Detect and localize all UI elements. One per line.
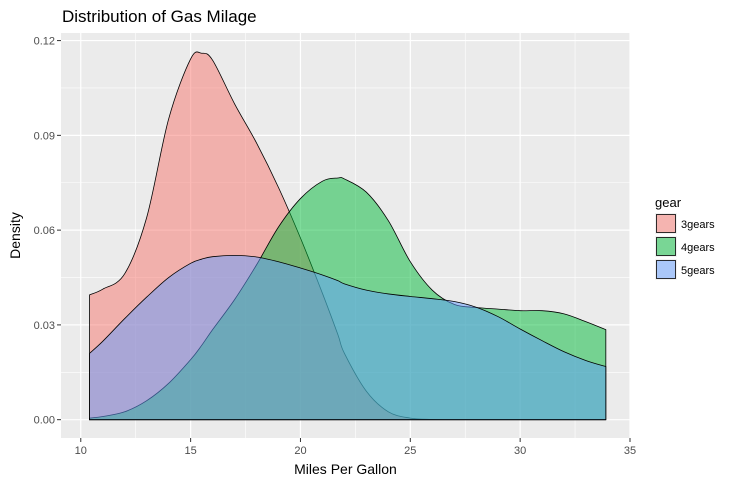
- y-tick-label: 0.06: [34, 225, 55, 237]
- y-tick-label: 0.09: [34, 130, 55, 142]
- y-tick-label: 0.12: [34, 36, 55, 48]
- legend-swatch-4gears: [656, 237, 676, 256]
- x-axis: 10 15 20 25 30 35: [75, 438, 636, 457]
- y-axis: 0.00 0.03 0.06 0.09 0.12: [34, 36, 61, 427]
- y-tick-label: 0.03: [34, 320, 55, 332]
- x-tick-label: 15: [184, 445, 196, 457]
- legend-label: 5gears: [681, 265, 715, 277]
- legend: gear 3gears 4gears 5gears: [655, 195, 715, 280]
- legend-label: 3gears: [681, 219, 715, 231]
- legend-label: 4gears: [681, 242, 715, 254]
- x-tick-label: 20: [294, 445, 306, 457]
- x-tick-label: 30: [514, 445, 526, 457]
- chart-title: Distribution of Gas Milage: [62, 7, 257, 26]
- legend-swatch-3gears: [656, 214, 676, 233]
- legend-swatch-5gears: [656, 260, 676, 279]
- legend-title: gear: [655, 195, 682, 210]
- x-tick-label: 10: [75, 445, 87, 457]
- x-axis-label: Miles Per Gallon: [294, 461, 397, 477]
- y-tick-label: 0.00: [34, 415, 55, 427]
- density-areas: [89, 51, 607, 421]
- x-tick-label: 25: [404, 445, 416, 457]
- x-tick-label: 35: [624, 445, 636, 457]
- density-area-5gears: [89, 255, 607, 421]
- y-axis-label: Density: [7, 212, 23, 259]
